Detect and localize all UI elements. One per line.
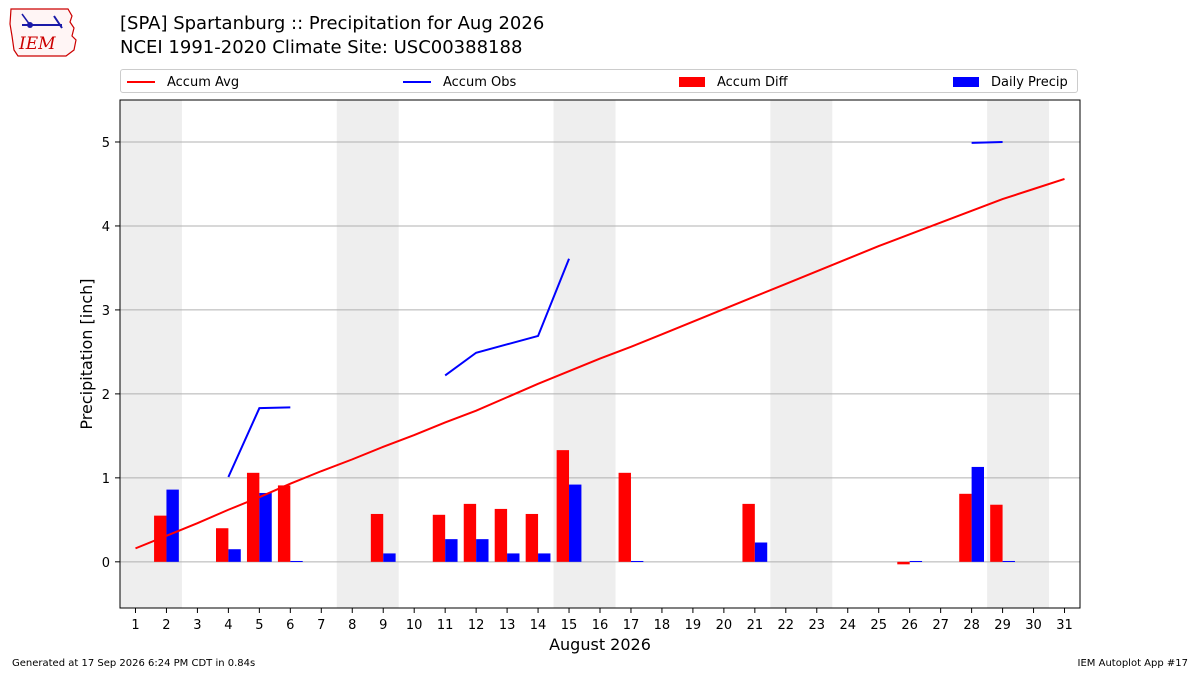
bar-daily-precip-day-29 <box>1002 560 1015 562</box>
legend-swatch-accum-avg <box>127 81 155 83</box>
x-tick-label-30: 30 <box>1025 618 1042 633</box>
x-tick-label-6: 6 <box>286 618 294 633</box>
x-tick-label-28: 28 <box>963 618 980 633</box>
x-tick-label-25: 25 <box>870 618 887 633</box>
legend-label-accum-avg: Accum Avg <box>167 74 240 90</box>
bar-daily-precip-day-17 <box>630 560 644 562</box>
x-tick-label-31: 31 <box>1056 618 1073 633</box>
x-tick-label-27: 27 <box>932 618 949 633</box>
bar-accum-diff-day-6 <box>277 485 291 562</box>
bar-accum-diff-day-21 <box>742 503 755 562</box>
x-tick-label-16: 16 <box>592 618 609 633</box>
iem-logo: IEM <box>8 6 80 58</box>
bar-daily-precip-day-14 <box>538 553 551 562</box>
y-tick-label-4: 4 <box>102 220 110 235</box>
line-accum-avg <box>135 177 1065 550</box>
x-tick-label-8: 8 <box>348 618 356 633</box>
x-tick-label-18: 18 <box>654 618 671 633</box>
line-accum-obs-segment-2 <box>971 140 1003 144</box>
line-accum-obs-segment-1 <box>444 258 570 377</box>
y-tick-label-5: 5 <box>102 136 110 151</box>
y-tick-label-3: 3 <box>102 304 110 319</box>
bar-accum-diff-day-13 <box>494 508 508 562</box>
legend-label-accum-diff: Accum Diff <box>717 74 788 90</box>
x-tick-label-22: 22 <box>778 618 795 633</box>
x-tick-label-17: 17 <box>623 618 640 633</box>
x-tick-label-2: 2 <box>162 618 170 633</box>
weekend-shade-1 <box>336 100 399 608</box>
x-tick-label-21: 21 <box>747 618 764 633</box>
x-tick-label-4: 4 <box>224 618 232 633</box>
bar-daily-precip-day-15 <box>569 484 582 562</box>
bar-accum-diff-day-17 <box>618 472 631 562</box>
legend-label-accum-obs: Accum Obs <box>443 74 517 90</box>
bar-accum-diff-day-15 <box>556 450 570 562</box>
bar-daily-precip-day-11 <box>445 539 458 562</box>
bar-accum-diff-day-11 <box>432 514 446 562</box>
x-tick-label-9: 9 <box>379 618 387 633</box>
chart-legend: Accum Avg Accum Obs Accum Diff Daily Pre… <box>120 69 1078 93</box>
x-tick-label-20: 20 <box>716 618 733 633</box>
y-axis-label: Precipitation [inch] <box>77 278 96 429</box>
svg-text:IEM: IEM <box>18 34 56 54</box>
x-tick-label-13: 13 <box>499 618 516 633</box>
x-tick-label-23: 23 <box>809 618 826 633</box>
x-tick-label-3: 3 <box>193 618 201 633</box>
y-tick-label-2: 2 <box>102 388 110 403</box>
x-tick-label-15: 15 <box>561 618 578 633</box>
x-axis-label: August 2026 <box>549 635 651 654</box>
bar-accum-diff-day-26 <box>897 561 910 565</box>
bar-accum-diff-day-12 <box>463 503 477 562</box>
x-tick-label-26: 26 <box>901 618 918 633</box>
x-tick-label-14: 14 <box>530 618 547 633</box>
bar-daily-precip-day-2 <box>166 489 179 562</box>
chart-subtitle: NCEI 1991-2020 Climate Site: USC00388188 <box>120 37 523 58</box>
bar-accum-diff-day-4 <box>216 528 229 562</box>
line-accum-obs-segment-0 <box>227 406 291 478</box>
x-tick-label-12: 12 <box>468 618 485 633</box>
bar-daily-precip-day-4 <box>228 549 241 562</box>
legend-swatch-accum-obs <box>403 81 431 83</box>
footer-generated: Generated at 17 Sep 2026 6:24 PM CDT in … <box>12 658 256 669</box>
bar-daily-precip-day-13 <box>507 553 520 562</box>
legend-item-accum-avg: Accum Avg <box>127 72 239 92</box>
legend-swatch-accum-diff <box>679 77 705 87</box>
bar-daily-precip-day-28 <box>971 466 984 562</box>
x-tick-label-29: 29 <box>994 618 1011 633</box>
x-tick-label-11: 11 <box>437 618 454 633</box>
bar-accum-diff-day-14 <box>525 513 539 562</box>
y-tick-label-1: 1 <box>102 472 110 487</box>
bar-daily-precip-day-6 <box>290 560 303 562</box>
bar-daily-precip-day-21 <box>754 542 768 562</box>
x-tick-label-7: 7 <box>317 618 325 633</box>
legend-item-daily-precip: Daily Precip <box>953 72 1068 92</box>
bar-accum-diff-day-28 <box>959 493 972 562</box>
chart-title: [SPA] Spartanburg :: Precipitation for A… <box>120 13 545 34</box>
x-tick-label-5: 5 <box>255 618 263 633</box>
x-tick-label-19: 19 <box>685 618 702 633</box>
bar-daily-precip-day-12 <box>476 539 489 562</box>
x-tick-label-24: 24 <box>839 618 856 633</box>
footer-app: IEM Autoplot App #17 <box>1077 658 1188 669</box>
legend-item-accum-obs: Accum Obs <box>403 72 516 92</box>
bar-daily-precip-day-26 <box>909 560 923 562</box>
bar-accum-diff-day-5 <box>246 472 260 562</box>
bar-accum-diff-day-9 <box>370 513 384 562</box>
x-tick-label-10: 10 <box>406 618 423 633</box>
legend-item-accum-diff: Accum Diff <box>679 72 788 92</box>
bar-accum-diff-day-29 <box>990 504 1003 562</box>
bar-daily-precip-day-5 <box>259 492 272 562</box>
legend-swatch-daily-precip <box>953 77 979 87</box>
legend-label-daily-precip: Daily Precip <box>991 74 1068 90</box>
bar-daily-precip-day-9 <box>383 553 396 562</box>
x-tick-label-1: 1 <box>131 618 139 633</box>
y-tick-label-0: 0 <box>102 556 110 571</box>
weekend-shade-3 <box>770 100 833 608</box>
